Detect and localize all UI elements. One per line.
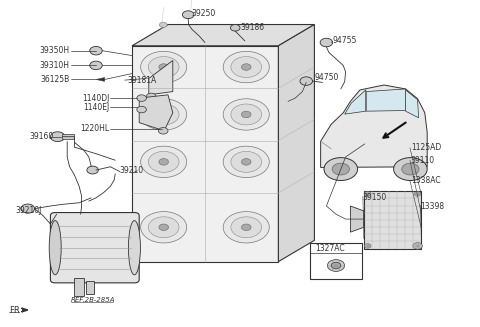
Circle shape [241,159,251,165]
Circle shape [137,106,146,113]
Circle shape [413,243,422,249]
Text: 36125B: 36125B [40,75,70,84]
Circle shape [402,163,419,175]
FancyBboxPatch shape [50,213,139,283]
Polygon shape [139,95,173,131]
Text: 39210J: 39210J [15,206,42,215]
Text: 1327AC: 1327AC [315,244,345,253]
Circle shape [241,224,251,231]
Circle shape [300,77,312,85]
Circle shape [231,151,262,172]
Polygon shape [96,77,105,81]
Circle shape [148,151,179,172]
Polygon shape [132,46,278,262]
Polygon shape [350,206,364,232]
Circle shape [332,163,349,175]
Polygon shape [278,25,314,262]
Circle shape [414,244,421,248]
Circle shape [231,57,262,77]
Circle shape [90,61,102,70]
Circle shape [141,51,187,83]
Circle shape [159,64,168,70]
Ellipse shape [49,221,61,275]
Text: 13398: 13398 [420,202,444,211]
Bar [86,281,94,294]
Text: 39110: 39110 [411,156,435,165]
Text: 39210: 39210 [119,166,143,175]
Text: 39186: 39186 [240,23,264,32]
Circle shape [148,217,179,238]
Text: 1338AC: 1338AC [411,176,441,185]
Circle shape [231,217,262,238]
Circle shape [50,132,65,142]
Ellipse shape [129,221,140,275]
Text: 1140EJ: 1140EJ [83,103,109,112]
Circle shape [331,262,341,269]
Text: 39250: 39250 [191,9,216,18]
Text: 1125AD: 1125AD [411,143,441,152]
Circle shape [182,11,194,19]
Circle shape [231,104,262,125]
Circle shape [137,95,146,101]
Circle shape [223,99,269,130]
Polygon shape [132,25,314,46]
Circle shape [158,128,168,134]
Circle shape [230,25,240,31]
Circle shape [141,212,187,243]
Text: 1220HL: 1220HL [80,124,109,133]
Circle shape [241,64,251,70]
Circle shape [159,159,168,165]
Bar [74,278,84,296]
Text: 1140DJ: 1140DJ [82,94,109,103]
Bar [62,134,74,139]
Circle shape [324,158,358,181]
Polygon shape [22,308,28,312]
Bar [364,191,421,249]
Circle shape [148,57,179,77]
Circle shape [327,260,345,271]
Circle shape [146,93,156,100]
Circle shape [364,192,371,196]
Circle shape [223,51,269,83]
Text: 94755: 94755 [332,36,357,45]
Circle shape [21,204,35,213]
Circle shape [141,99,187,130]
Circle shape [241,111,251,118]
Circle shape [87,166,98,174]
Polygon shape [366,89,406,111]
Circle shape [159,111,168,118]
Bar [310,243,362,279]
Circle shape [223,212,269,243]
Text: 39160: 39160 [30,132,54,141]
Text: 39310H: 39310H [39,61,70,70]
Text: FR: FR [9,306,19,315]
Polygon shape [321,85,427,167]
Text: 39350H: 39350H [39,46,70,55]
Circle shape [148,104,179,125]
Circle shape [414,192,421,196]
Circle shape [223,146,269,178]
Text: REF.2B-285A: REF.2B-285A [71,297,116,303]
Text: 39181A: 39181A [127,76,156,85]
Polygon shape [149,60,173,95]
Circle shape [320,38,333,47]
Circle shape [364,244,371,248]
Circle shape [141,146,187,178]
Circle shape [159,22,167,27]
Text: 39150: 39150 [363,193,387,202]
Polygon shape [345,90,366,114]
Circle shape [90,46,102,55]
Circle shape [159,224,168,231]
Circle shape [394,158,427,181]
Polygon shape [406,90,419,118]
Text: 94750: 94750 [314,73,339,82]
